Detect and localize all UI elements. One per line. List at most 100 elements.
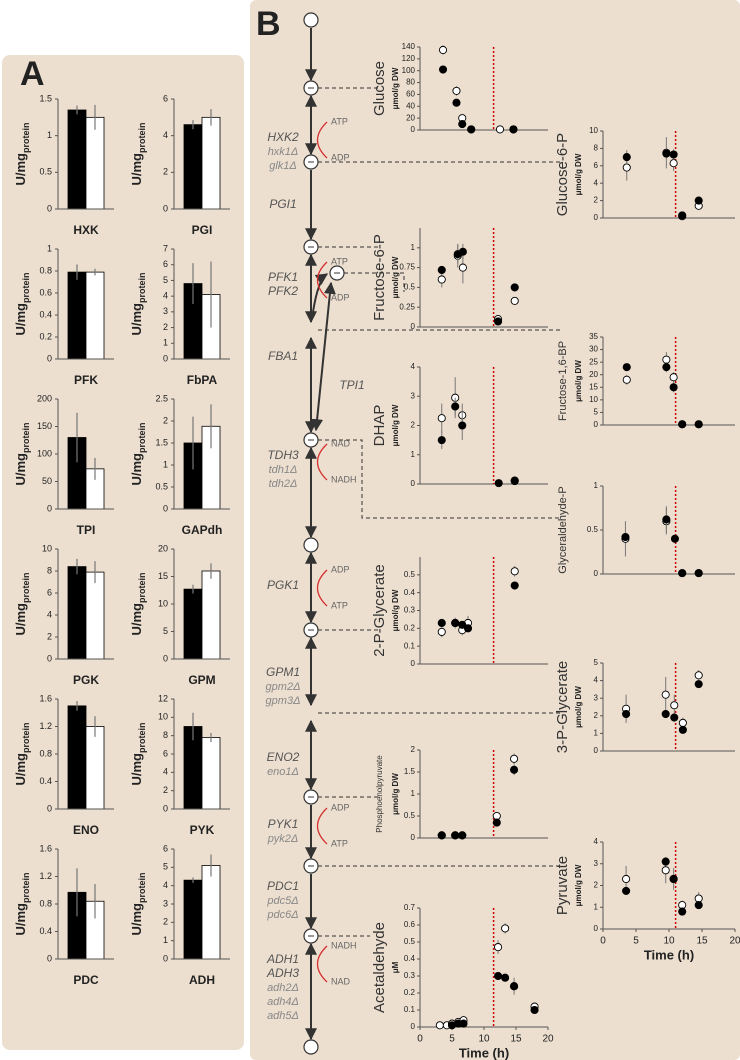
- y-tick-label: 0.5: [404, 570, 416, 579]
- y-axis-unit: μM: [391, 961, 400, 973]
- y-tick-label: 6: [163, 843, 168, 853]
- x-tick-label: FbPA: [187, 373, 218, 387]
- y-tick-label: 60: [406, 90, 415, 99]
- y-tick-label: 0: [47, 653, 52, 663]
- y-tick-label: 35: [589, 332, 598, 341]
- y-tick-label: 2: [163, 917, 168, 927]
- x-tick-label: 20: [729, 936, 740, 947]
- y-tick-label: 10: [42, 543, 52, 553]
- y-tick-label: 10: [158, 712, 168, 722]
- y-tick-label: 3: [594, 859, 599, 868]
- y-tick-label: 3: [163, 306, 168, 316]
- panel-label: B: [256, 5, 281, 43]
- y-tick-label: 0: [411, 125, 416, 134]
- cofactor-arc: [316, 569, 328, 607]
- data-point: [669, 373, 678, 382]
- y-tick-label: 0.5: [404, 937, 416, 946]
- gene-label: GPM1: [266, 665, 300, 679]
- y-tick-label: 30: [589, 345, 598, 354]
- y-tick-label: 8: [594, 144, 599, 153]
- y-tick-label: 1: [47, 243, 52, 253]
- y-tick-label: 0.8: [39, 898, 52, 908]
- data-point: [510, 476, 519, 485]
- y-tick-label: 0.2: [39, 331, 52, 341]
- data-point: [694, 196, 703, 205]
- metabolite-node: [303, 12, 319, 28]
- bar: [201, 737, 221, 810]
- deletion-label: pdc6Δ: [266, 909, 298, 921]
- y-axis-label-main: U/mg: [129, 453, 144, 486]
- x-tick-label: PFK: [74, 373, 98, 387]
- data-point: [510, 581, 519, 590]
- y-tick-label: 0: [594, 746, 599, 755]
- y-tick-label: 2: [411, 745, 416, 754]
- deletion-label: hxk1Δ: [268, 146, 299, 158]
- y-tick-label: 0.3: [404, 606, 416, 615]
- data-point: [622, 153, 631, 162]
- bar: [85, 571, 105, 660]
- y-axis-label: Fructose-1,6-BP: [557, 341, 569, 421]
- y-tick-label: 0.1: [404, 1005, 416, 1014]
- y-tick-label: 4: [594, 676, 599, 685]
- metabolite-node: [303, 1039, 319, 1055]
- data-point: [622, 874, 631, 884]
- y-tick-label: 1.5: [39, 93, 52, 103]
- gene-label: PDC1: [267, 879, 299, 893]
- data-point: [670, 701, 679, 710]
- data-point: [510, 283, 519, 292]
- y-tick-label: 0: [594, 924, 599, 933]
- y-tick-label: 2: [594, 196, 599, 205]
- gene-label: ENO2: [267, 750, 300, 764]
- data-point: [492, 818, 501, 827]
- cofactor-label: NAD: [331, 976, 351, 986]
- data-point: [437, 618, 446, 628]
- cofactor-arc: [316, 121, 328, 159]
- deletion-label: tdh1Δ: [269, 464, 298, 476]
- y-axis-unit: μmol/g DW: [391, 67, 400, 109]
- data-point: [467, 125, 476, 134]
- y-tick-label: 0: [47, 503, 52, 513]
- y-axis-label: U/mgprotein: [129, 723, 147, 786]
- data-point: [437, 627, 446, 636]
- panel-label: A: [20, 55, 45, 93]
- data-point: [510, 754, 519, 763]
- y-tick-label: 6: [163, 259, 168, 269]
- y-axis-unit: μmol/g DW: [391, 589, 400, 631]
- y-axis-label-sub: protein: [21, 723, 31, 754]
- y-tick-label: 0.6: [39, 287, 52, 297]
- y-axis-label: U/mgprotein: [13, 723, 31, 786]
- cofactor-label: ATP: [331, 838, 348, 848]
- y-axis-label-sub: protein: [21, 423, 31, 454]
- y-tick-label: 15: [589, 382, 598, 391]
- bar: [183, 879, 203, 960]
- gene-label: ADH3: [266, 966, 299, 980]
- data-point: [438, 65, 448, 74]
- bar: [85, 116, 105, 210]
- data-point: [662, 363, 671, 372]
- data-point: [510, 296, 519, 305]
- y-tick-label: 0: [411, 659, 416, 668]
- y-tick-label: 0.3: [404, 971, 416, 980]
- cofactor-arc: [316, 443, 328, 481]
- y-axis-label-main: U/mg: [13, 603, 28, 636]
- y-tick-label: 5: [594, 658, 599, 667]
- y-tick-label: 1: [411, 789, 416, 798]
- data-point: [669, 383, 678, 392]
- x-tick-label: 0: [417, 1034, 423, 1045]
- gene-label: PFK1: [268, 270, 298, 284]
- y-tick-label: 20: [589, 370, 598, 379]
- x-tick-label: PGI: [192, 223, 213, 237]
- y-axis-label-main: U/mg: [129, 303, 144, 336]
- data-point: [530, 1005, 539, 1015]
- deletion-label: tdh2Δ: [269, 478, 298, 490]
- y-axis-label-main: U/mg: [129, 903, 144, 936]
- bar: [183, 588, 203, 660]
- gene-label: PFK2: [268, 284, 298, 298]
- x-tick-label: GAPdh: [182, 523, 223, 537]
- y-tick-label: 4: [411, 362, 416, 371]
- y-tick-label: 1.5: [155, 437, 168, 447]
- y-tick-label: 200: [37, 393, 52, 403]
- y-tick-label: 0.4: [404, 954, 416, 963]
- pathway-arrow: [311, 281, 336, 432]
- data-point: [622, 886, 631, 895]
